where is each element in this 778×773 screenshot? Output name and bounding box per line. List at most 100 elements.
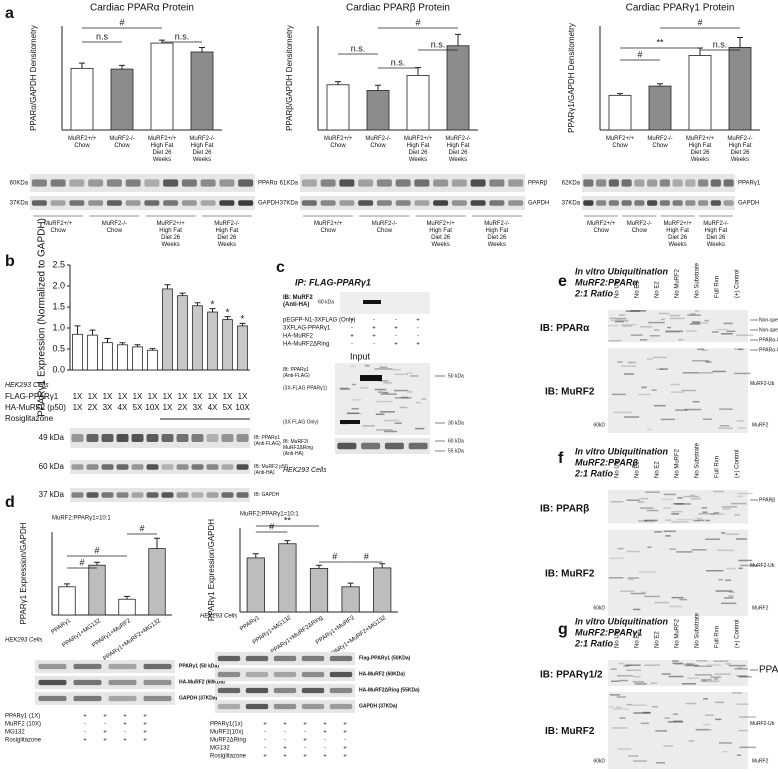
label: - — [395, 334, 397, 340]
blot — [608, 660, 748, 686]
band — [340, 387, 349, 389]
label: + — [372, 326, 376, 332]
band — [637, 501, 645, 503]
band — [143, 679, 172, 686]
x-tick-label: PPARγ1 — [239, 615, 261, 633]
label: 37KDa — [10, 201, 29, 207]
bar — [326, 84, 350, 131]
bar — [237, 325, 248, 371]
label: No E2 — [655, 461, 661, 478]
label: 1X — [178, 392, 188, 401]
chart-title: Cardiac PPARγ1 Protein — [626, 3, 735, 14]
panel-letter: e — [558, 273, 567, 290]
error-bar — [224, 316, 231, 320]
error-bar — [74, 325, 81, 335]
band — [725, 663, 731, 665]
band — [623, 373, 634, 375]
label: + — [303, 722, 307, 728]
band — [718, 578, 723, 581]
band — [639, 497, 649, 500]
chart-title: Cardiac PPARα Protein — [90, 3, 194, 14]
band — [358, 179, 374, 187]
annotation: n.s. — [175, 31, 190, 41]
band — [646, 358, 653, 360]
band — [692, 322, 709, 324]
label: 10X — [145, 403, 160, 412]
band — [634, 683, 648, 685]
band — [625, 310, 641, 312]
blot — [340, 292, 430, 314]
label: No E2 — [655, 281, 661, 298]
bar — [190, 51, 214, 131]
annotation: # — [139, 523, 144, 533]
band — [415, 401, 421, 404]
error-bar — [455, 33, 461, 46]
band — [669, 317, 685, 320]
band — [301, 687, 325, 694]
band — [358, 200, 374, 206]
y-tick-label: 1.0 — [52, 322, 65, 332]
band — [678, 338, 684, 341]
band — [131, 464, 144, 470]
band — [739, 564, 758, 567]
band — [669, 605, 683, 608]
band — [608, 324, 619, 327]
bar — [608, 94, 632, 131]
band — [738, 567, 743, 570]
label: (+) Control — [735, 269, 741, 298]
label: - — [373, 342, 375, 348]
label: + — [283, 722, 287, 728]
band — [609, 694, 620, 696]
error-bar — [79, 62, 85, 69]
label: + — [416, 342, 420, 348]
band — [698, 200, 709, 206]
band — [665, 519, 672, 521]
band — [684, 664, 699, 667]
band — [630, 310, 647, 312]
label: + — [394, 326, 398, 332]
band — [647, 200, 658, 206]
band — [73, 695, 102, 702]
band — [378, 380, 389, 382]
label: + — [394, 342, 398, 348]
band — [144, 179, 160, 187]
band — [719, 408, 733, 410]
band — [655, 762, 666, 764]
chart-title: Cardiac PPARβ Protein — [346, 3, 450, 14]
band — [723, 179, 734, 187]
label: + — [103, 738, 107, 744]
label: GAPDH (37KDa) — [179, 695, 218, 701]
band — [739, 746, 757, 749]
band — [617, 361, 623, 363]
band — [698, 179, 709, 187]
band — [376, 179, 392, 187]
label: 1X — [208, 392, 218, 401]
band — [611, 680, 620, 682]
band — [661, 673, 671, 675]
band — [69, 200, 85, 206]
band — [31, 179, 47, 187]
label: PPARα — [258, 181, 278, 187]
band — [200, 179, 216, 187]
band — [659, 179, 670, 187]
band — [144, 200, 160, 206]
label: IB: MuRF2 p50 (Anti-HA) — [254, 464, 288, 476]
band — [721, 506, 738, 508]
band — [626, 550, 640, 553]
error-bar — [316, 564, 322, 569]
band — [236, 492, 249, 498]
label: + — [303, 738, 307, 744]
label: No E1 — [635, 461, 641, 478]
band — [688, 740, 695, 742]
band — [691, 549, 707, 551]
x-tick-label: PPARγ1+MuRF2+MG132 — [102, 618, 162, 663]
band — [634, 200, 645, 206]
band — [143, 663, 172, 670]
band — [399, 406, 408, 409]
band — [116, 464, 129, 470]
label: IP: FLAG-PPARγ1 — [295, 277, 371, 287]
band — [714, 673, 731, 675]
band — [670, 383, 680, 386]
band — [672, 662, 683, 665]
band — [644, 519, 658, 522]
